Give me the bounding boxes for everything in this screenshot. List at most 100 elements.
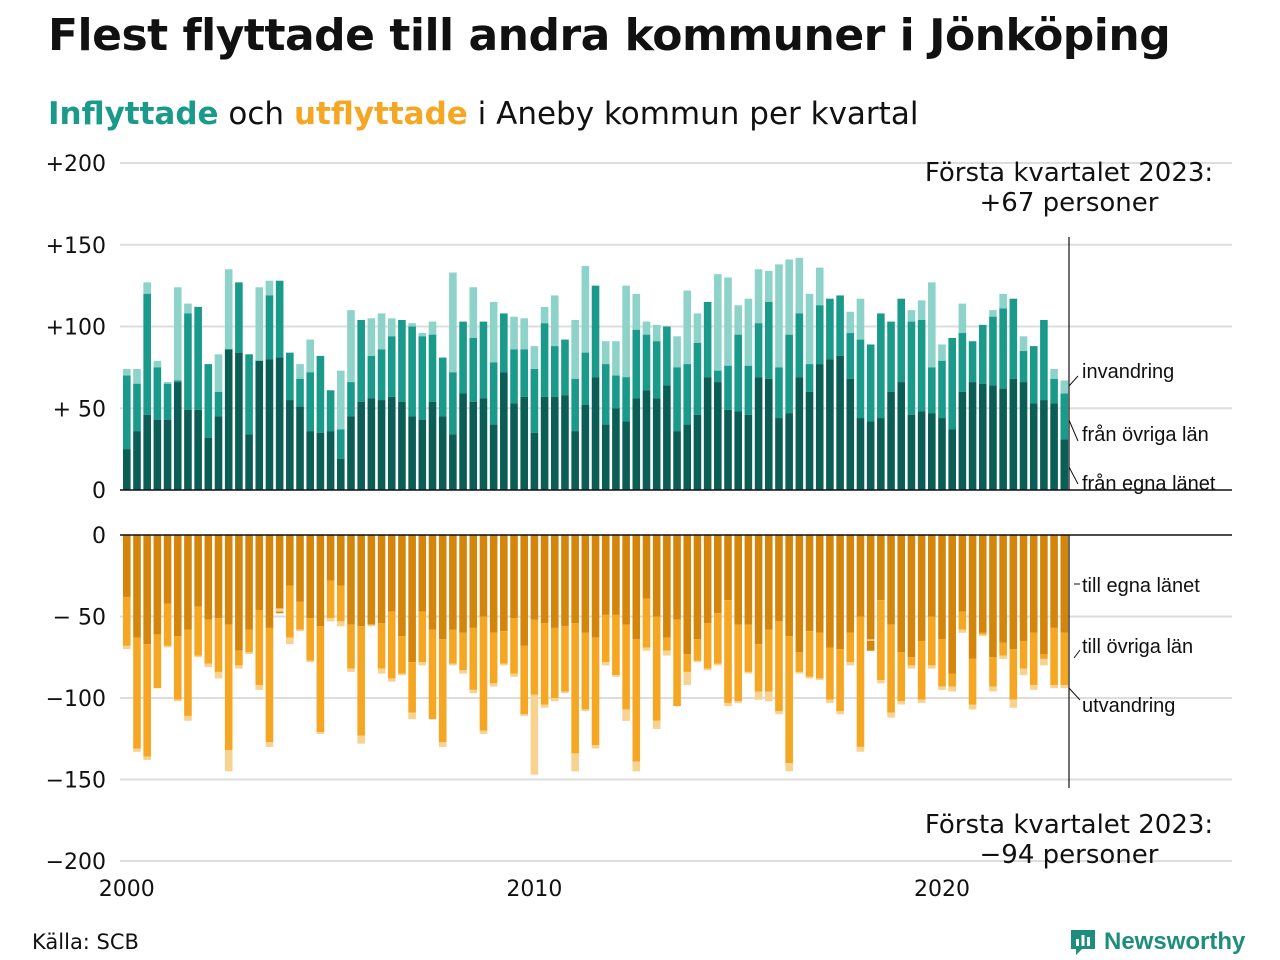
bar-in-own-lan [652,398,661,490]
bar-in-immigration [785,259,793,335]
bar-out-other-lan [550,627,559,698]
bar-out-other-lan [204,619,213,664]
bar-out-other-lan [123,596,131,646]
bar-in-immigration [856,298,865,340]
bar-out-emigration [897,701,906,705]
bar-out-own-lan [571,535,579,624]
bar-in-other-lan [836,295,844,356]
bar-in-other-lan [1029,346,1038,404]
bar-in-other-lan [398,319,406,402]
bar-out-emigration [184,715,192,721]
bar-out-emigration [1040,658,1048,666]
bar-in-other-lan [734,334,742,412]
bar-out-own-lan [469,535,478,628]
bar-out-emigration [377,668,386,674]
annotation-top-line2: +67 personer [980,188,1159,218]
bar-out-own-lan [632,535,641,640]
bar-out-other-lan [724,600,732,703]
bar-in-other-lan [652,341,661,399]
bar-out-other-lan [428,629,437,720]
bar-out-emigration [550,698,559,702]
subtitle-och: och [218,96,294,132]
bar-out-emigration [795,671,804,674]
bar-out-own-lan [866,535,875,651]
bar-out-other-lan [336,585,345,622]
bar-in-other-lan [978,324,987,384]
bar-in-own-lan [663,385,671,490]
bar-out-emigration [887,712,895,718]
bar-in-immigration [1060,380,1069,394]
bar-out-emigration [459,670,467,674]
bar-in-other-lan [326,390,335,432]
bar-in-own-lan [326,431,335,490]
bar-in-own-lan [907,414,916,490]
bar-out-own-lan [235,535,243,651]
newsworthy-brand: Newsworthy [1068,924,1245,960]
bar-in-own-lan [438,416,447,490]
bar-out-own-lan [948,535,956,674]
bar-in-other-lan [622,377,630,422]
bar-out-emigration [836,711,844,715]
bar-out-other-lan [286,585,294,638]
bar-in-immigration [642,321,651,335]
leader-line [1073,649,1081,659]
bar-in-other-lan [785,334,793,414]
bar-in-own-lan [815,364,824,490]
bar-out-emigration [336,621,345,627]
bar-out-own-lan [550,535,559,628]
bar-in-other-lan [744,365,753,415]
bar-out-other-lan [612,614,620,676]
bar-in-immigration [928,282,936,368]
bar-in-other-lan [1009,298,1018,379]
bar-in-immigration [938,344,946,361]
bar-in-other-lan [754,323,763,378]
bar-out-emigration [357,735,365,744]
bar-in-immigration [714,274,722,371]
newsworthy-logo-icon [1071,930,1095,955]
bar-in-other-lan [184,313,192,410]
bar-out-other-lan [296,601,304,630]
bar-in-immigration [734,305,742,335]
bar-in-immigration [296,364,304,379]
bar-out-own-lan [316,535,325,627]
bar-out-own-lan [418,535,427,612]
bar-in-own-lan [968,382,977,490]
bar-in-immigration [255,287,264,373]
bar-in-other-lan [1019,351,1028,383]
bar-out-own-lan [479,535,488,617]
bar-out-emigration [968,704,977,710]
bar-in-other-lan [123,375,131,450]
bar-out-own-lan [887,535,895,625]
bar-in-other-lan [204,364,213,438]
chart-title: Flest flyttade till andra kommuner i Jön… [48,10,1171,61]
bar-in-other-lan [846,333,855,379]
bar-out-other-lan [622,624,630,710]
bar-out-own-lan [153,535,162,635]
bar-in-immigration [1019,336,1028,352]
bar-in-immigration [764,270,773,302]
bar-out-emigration [194,655,202,658]
bar-out-other-lan [194,606,202,656]
bar-out-other-lan [836,649,844,712]
bar-out-own-lan [1019,535,1028,641]
bar-in-immigration [163,382,172,384]
bar-in-own-lan [357,401,365,490]
annotation-top-line1: Första kvartalet 2023: [925,158,1213,188]
bar-in-other-lan [581,352,590,405]
bar-out-emigration [591,745,600,749]
bar-out-other-lan [601,614,610,663]
bar-out-own-lan [795,535,804,653]
bar-in-immigration [347,310,355,383]
bar-in-own-lan [296,406,304,490]
bar-out-other-lan [775,621,783,712]
bar-out-emigration [612,675,620,677]
bar-in-immigration [540,306,549,324]
bar-out-other-lan [958,611,967,630]
bar-in-immigration [571,319,579,379]
bar-out-own-lan [336,535,345,586]
bar-out-emigration [928,665,936,669]
bar-in-own-lan [601,424,610,490]
y-tick-label-top: + 50 [53,397,106,422]
bar-out-emigration [826,699,834,703]
bar-out-other-lan [245,629,253,653]
